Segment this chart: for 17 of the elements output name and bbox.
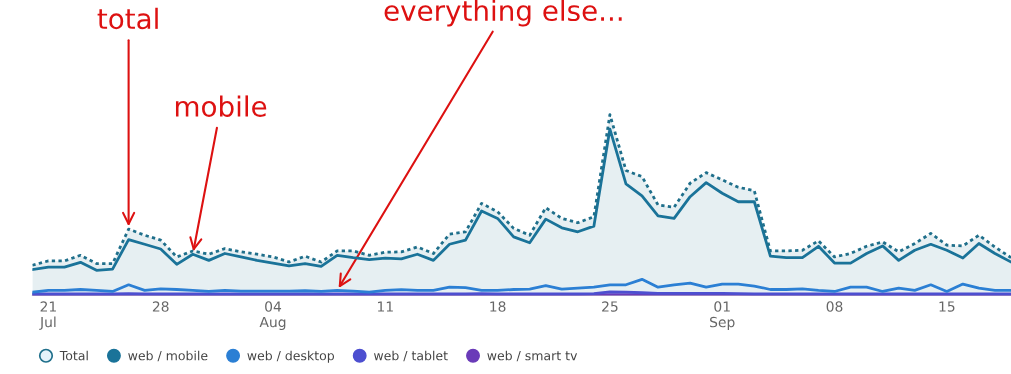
x-tick-label: 11 [378, 301, 393, 312]
legend-label: web / smart tv [487, 350, 578, 362]
x-tick-label: 15 [939, 301, 955, 312]
legend-label: Total [59, 350, 88, 361]
annotation: mobile [175, 95, 267, 117]
legend-label: web / tablet [373, 350, 448, 362]
legend-label: web / desktop [247, 350, 335, 363]
annotation: total [97, 7, 158, 30]
x-tick-label: 25 [602, 301, 618, 312]
x-tick-label: 18 [490, 301, 506, 312]
x-tick-label: 01 Sep [710, 301, 735, 331]
legend-label: web / mobile [128, 350, 208, 362]
annotation: everything else... [384, 0, 622, 27]
x-tick-label: 21 Jul [39, 301, 56, 330]
x-tick-label: 28 [152, 301, 169, 312]
x-tick-label: 08 [826, 301, 843, 312]
x-tick-label: 04 Aug [259, 301, 286, 331]
